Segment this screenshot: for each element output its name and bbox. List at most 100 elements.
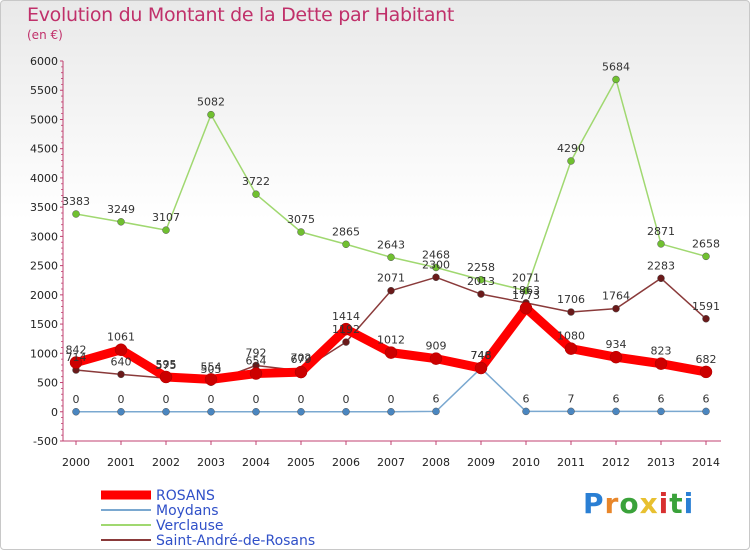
data-label: 3722 bbox=[242, 175, 270, 188]
data-label: 5684 bbox=[602, 60, 630, 73]
data-point bbox=[474, 361, 488, 375]
data-label: 1591 bbox=[692, 300, 720, 313]
data-point bbox=[429, 352, 443, 365]
data-point bbox=[702, 315, 710, 323]
data-point bbox=[207, 408, 215, 416]
x-tick-label: 2014 bbox=[692, 456, 720, 469]
data-point bbox=[252, 408, 260, 416]
data-label: 595 bbox=[156, 358, 177, 371]
data-label: 746 bbox=[471, 349, 492, 362]
data-point bbox=[702, 252, 710, 261]
data-point bbox=[387, 253, 395, 262]
legend-label: ROSANS bbox=[156, 488, 215, 504]
x-tick-label: 2005 bbox=[287, 456, 315, 469]
data-label: 2865 bbox=[332, 225, 360, 238]
data-label: 575 bbox=[156, 359, 177, 372]
data-label: 6 bbox=[433, 392, 440, 405]
data-label: 1080 bbox=[557, 330, 585, 343]
data-label: 2871 bbox=[647, 225, 675, 238]
data-point bbox=[387, 408, 395, 416]
x-tick-label: 2010 bbox=[512, 456, 540, 469]
data-label: 792 bbox=[246, 346, 267, 359]
data-point bbox=[69, 356, 83, 369]
proxiti-logo: Proxiti bbox=[583, 487, 695, 520]
data-label: 2071 bbox=[512, 272, 540, 285]
y-tick-label: 5500 bbox=[30, 84, 58, 97]
y-tick-label: 2000 bbox=[30, 289, 58, 302]
data-label: 505 bbox=[201, 363, 222, 376]
data-label: 682 bbox=[696, 353, 717, 366]
data-point bbox=[477, 290, 485, 298]
data-label: 554 bbox=[201, 360, 222, 373]
data-label: 1012 bbox=[377, 334, 405, 347]
data-point bbox=[117, 408, 125, 416]
x-tick-label: 2001 bbox=[107, 456, 135, 469]
data-label: 1414 bbox=[332, 310, 360, 323]
data-label: 2013 bbox=[467, 275, 495, 288]
data-label: 4290 bbox=[557, 142, 585, 155]
data-label: 823 bbox=[651, 345, 672, 358]
data-label: 2071 bbox=[377, 272, 405, 285]
data-point bbox=[342, 240, 350, 249]
data-point bbox=[612, 75, 620, 84]
x-tick-label: 2013 bbox=[647, 456, 675, 469]
data-point bbox=[432, 263, 440, 272]
data-label: 6 bbox=[613, 392, 620, 405]
data-label: 2658 bbox=[692, 237, 720, 250]
x-tick-label: 2007 bbox=[377, 456, 405, 469]
legend-label: Verclause bbox=[156, 518, 224, 534]
y-tick-label: 4500 bbox=[30, 143, 58, 156]
x-tick-label: 2008 bbox=[422, 456, 450, 469]
data-point bbox=[297, 228, 305, 236]
data-point bbox=[297, 408, 305, 416]
x-tick-label: 2004 bbox=[242, 456, 270, 469]
y-tick-label: -500 bbox=[33, 435, 58, 448]
data-point bbox=[114, 343, 128, 356]
data-label: 6 bbox=[523, 392, 530, 405]
data-label: 3107 bbox=[152, 211, 180, 224]
data-point bbox=[72, 408, 80, 416]
data-point bbox=[567, 407, 575, 416]
data-point bbox=[294, 365, 308, 379]
data-point bbox=[522, 407, 530, 416]
data-point bbox=[342, 408, 350, 416]
data-point bbox=[657, 240, 665, 248]
data-point bbox=[159, 370, 173, 384]
data-label: 6 bbox=[658, 392, 665, 405]
data-point bbox=[519, 301, 533, 315]
data-point bbox=[699, 365, 713, 379]
data-label: 1863 bbox=[512, 284, 540, 297]
data-point bbox=[432, 407, 440, 416]
data-label: 1192 bbox=[332, 323, 360, 336]
x-tick-label: 2003 bbox=[197, 456, 225, 469]
data-label: 748 bbox=[471, 349, 492, 362]
x-tick-label: 2002 bbox=[152, 456, 180, 469]
data-label: 714 bbox=[66, 351, 87, 364]
data-point bbox=[117, 370, 125, 379]
data-label: 2283 bbox=[647, 259, 675, 272]
data-label: 2468 bbox=[422, 248, 450, 261]
x-tick-label: 2011 bbox=[557, 456, 585, 469]
x-tick-label: 2006 bbox=[332, 456, 360, 469]
data-point bbox=[654, 357, 668, 370]
data-label: 0 bbox=[343, 393, 350, 406]
data-label: 1773 bbox=[512, 289, 540, 302]
y-tick-label: 3500 bbox=[30, 201, 58, 214]
data-point bbox=[657, 274, 665, 283]
data-point bbox=[477, 276, 485, 284]
data-point bbox=[384, 346, 398, 359]
data-label: 909 bbox=[426, 340, 447, 353]
x-tick-label: 2009 bbox=[467, 456, 495, 469]
y-tick-label: 6000 bbox=[30, 55, 58, 68]
data-label: 934 bbox=[606, 338, 627, 351]
data-label: 2300 bbox=[422, 258, 450, 271]
data-label: 702 bbox=[291, 352, 312, 365]
data-label: 5082 bbox=[197, 96, 225, 109]
data-point bbox=[564, 342, 578, 355]
data-label: 842 bbox=[66, 344, 87, 357]
data-point bbox=[72, 210, 80, 218]
data-label: 3075 bbox=[287, 213, 315, 226]
data-label: 0 bbox=[253, 393, 260, 406]
data-label: 0 bbox=[298, 393, 305, 406]
